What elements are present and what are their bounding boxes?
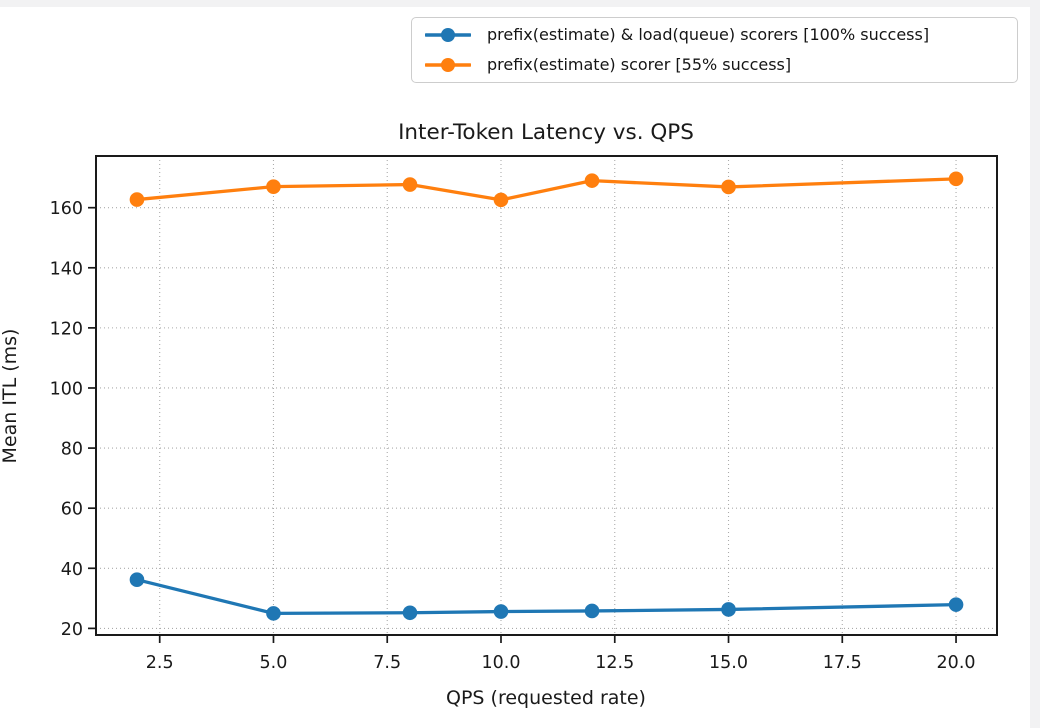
legend-row: prefix(estimate) & load(queue) scorers [… (412, 20, 1017, 50)
x-tick-label: 7.5 (373, 653, 401, 673)
y-tick-label: 40 (61, 560, 83, 580)
legend-row: prefix(estimate) scorer [55% success] (412, 50, 1017, 80)
y-tick-label: 80 (61, 440, 83, 460)
data-point-marker (721, 602, 736, 617)
data-point-marker (266, 179, 281, 194)
x-tick-label: 10.0 (482, 653, 521, 673)
data-point-marker (402, 605, 418, 621)
data-point-marker (584, 173, 600, 188)
x-tick-label: 15.0 (709, 653, 748, 673)
data-point-marker (266, 606, 281, 621)
y-tick-label: 120 (50, 319, 83, 339)
series-line (135, 177, 958, 202)
y-ticks: 20 40 60 80 100 120 140 160 (50, 199, 96, 640)
plot-frame (95, 155, 998, 636)
x-tick-label: 12.5 (595, 653, 634, 673)
series-line (135, 578, 958, 616)
data-point-marker (948, 597, 964, 612)
y-tick-label: 20 (61, 620, 83, 640)
page-margin-top (0, 0, 1040, 7)
y-tick-label: 140 (50, 259, 83, 279)
legend: prefix(estimate) & load(queue) scorers [… (411, 17, 1018, 83)
data-point-marker (493, 192, 509, 208)
data-point-marker (402, 177, 418, 192)
x-tick-label: 2.5 (146, 653, 174, 673)
chart-title: Inter-Token Latency vs. QPS (398, 120, 694, 145)
x-axis-label: QPS (requested rate) (446, 687, 646, 709)
y-tick-label: 100 (50, 379, 83, 399)
series-group (129, 171, 964, 621)
x-ticks: 2.5 5.0 7.5 10.0 12.5 15.0 17.5 20.0 (146, 635, 976, 673)
gridlines (96, 156, 997, 635)
x-tick-label: 20.0 (937, 653, 976, 673)
data-point-marker (129, 572, 145, 588)
legend-label: prefix(estimate) & load(queue) scorers [… (487, 25, 930, 44)
y-axis-label: Mean ITL (ms) (0, 329, 21, 464)
y-tick-label: 60 (61, 500, 83, 520)
legend-sample (425, 58, 471, 72)
data-point-marker (493, 604, 509, 619)
page-margin-right (1030, 0, 1040, 728)
data-point-marker (129, 192, 145, 207)
data-point-marker (721, 179, 736, 195)
x-tick-label: 17.5 (823, 653, 862, 673)
data-point-marker (584, 603, 600, 619)
data-point-marker (948, 171, 964, 187)
y-tick-label: 160 (50, 199, 83, 219)
legend-label: prefix(estimate) scorer [55% success] (487, 55, 792, 74)
legend-sample (425, 28, 471, 42)
x-tick-label: 5.0 (260, 653, 288, 673)
